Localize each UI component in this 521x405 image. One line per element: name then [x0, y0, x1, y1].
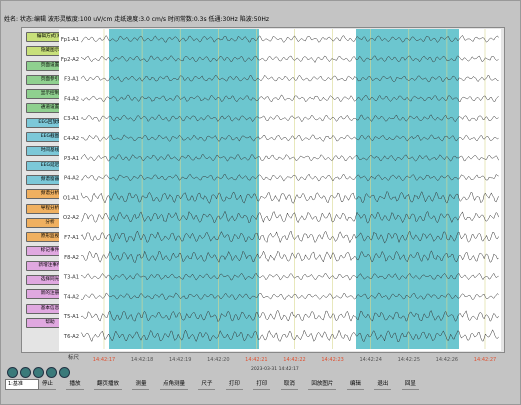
nav-next[interactable] [46, 367, 57, 378]
channel-label: P3-A1 [64, 156, 79, 162]
eeg-trace [80, 272, 499, 281]
channel-label: Fp2-A2 [61, 57, 79, 63]
channel-label: T5-A1 [63, 314, 79, 320]
eeg-trace [80, 190, 499, 204]
eeg-trace [80, 55, 499, 64]
eeg-trace [80, 173, 499, 182]
eeg-trace [80, 74, 499, 83]
toolbar-button[interactable]: 回放图片 [308, 377, 337, 390]
toolbar-button[interactable]: 翻页播放 [93, 377, 122, 390]
nav-first[interactable] [7, 367, 18, 378]
scale-label: 标尺 [68, 353, 80, 361]
eeg-trace [80, 329, 499, 343]
channel-label: F3-A1 [64, 77, 79, 83]
channel-label: T3-A1 [63, 275, 79, 281]
eeg-trace [80, 134, 499, 142]
channel-label: T6-A2 [63, 334, 79, 340]
toolbar-button[interactable]: 取消 [280, 377, 298, 390]
nav-play[interactable] [33, 367, 44, 378]
eeg-trace [80, 154, 499, 162]
channel-label: C3-A1 [63, 116, 79, 122]
montage-select[interactable]: 1:基准 [5, 379, 39, 390]
time-label: 14:42:21 [245, 357, 267, 363]
toolbar-button[interactable]: 尺子 [198, 377, 216, 390]
toolbar-button[interactable]: 编辑 [346, 377, 364, 390]
eeg-trace [80, 230, 499, 244]
toolbar-button[interactable]: 回显 [401, 377, 419, 390]
sidebar: 编辑方式[易] 隐藏图示 页面设置 页面参引 显示控制 通道设置 EEG回放数 EEG截图 时间… [24, 32, 76, 332]
channel-label: O1-A1 [63, 195, 79, 201]
time-label: 14:42:18 [131, 357, 153, 363]
toolbar-button[interactable]: 打印 [253, 377, 271, 390]
time-label: 14:42:20 [207, 357, 229, 363]
toolbar-button[interactable]: 打印 [225, 377, 243, 390]
nav-last[interactable] [59, 367, 70, 378]
time-label: 14:42:27 [474, 357, 496, 363]
eeg-trace [80, 309, 499, 322]
eeg-trace [80, 250, 499, 264]
toolbar: 停止 播放 翻页播放 测量 点角测量 尺子 打印 打印 取消 回放图片 编辑 退出 回显 [39, 377, 419, 390]
status-bar: 姓名: 状态:编辑 波形灵敏度:100 uV/cm 走纸速度:3.0 cm/s … [4, 16, 270, 23]
timestamp: 2023-03-31 14:42:17 [251, 367, 299, 372]
highlight-region [356, 29, 459, 349]
channel-label: T4-A2 [63, 294, 79, 300]
nav-prev[interactable] [20, 367, 31, 378]
time-label: 14:42:24 [359, 357, 381, 363]
channel-label: P4-A2 [64, 176, 79, 182]
time-label: 14:42:26 [436, 357, 458, 363]
eeg-trace [80, 94, 499, 103]
toolbar-button[interactable]: 停止 [39, 377, 57, 390]
channel-label: F8-A2 [64, 255, 79, 261]
toolbar-button[interactable]: 点角测量 [159, 377, 188, 390]
toolbar-button[interactable]: 播放 [66, 377, 84, 390]
channel-label: Fp1-A1 [61, 37, 79, 43]
nav-buttons [7, 367, 70, 378]
toolbar-button[interactable]: 测量 [132, 377, 150, 390]
eeg-plot: 14:42:17 14:42:18 14:42:19 14:42:20 14:42:21… [59, 29, 501, 363]
time-label: 14:42:22 [283, 357, 305, 363]
channel-label: O2-A2 [63, 215, 79, 221]
time-label: 14:42:23 [321, 357, 343, 363]
channel-label: F7-A1 [64, 235, 79, 241]
eeg-trace [80, 292, 499, 301]
toolbar-button[interactable]: 退出 [374, 377, 392, 390]
eeg-trace [80, 35, 499, 43]
eeg-trace [80, 210, 499, 224]
time-label: 14:42:25 [398, 357, 420, 363]
time-label: 14:42:19 [169, 357, 191, 363]
eeg-trace [80, 114, 499, 123]
channel-label: F4-A2 [64, 96, 79, 102]
time-label: 14:42:17 [93, 357, 115, 363]
channel-label: C4-A2 [63, 136, 79, 142]
